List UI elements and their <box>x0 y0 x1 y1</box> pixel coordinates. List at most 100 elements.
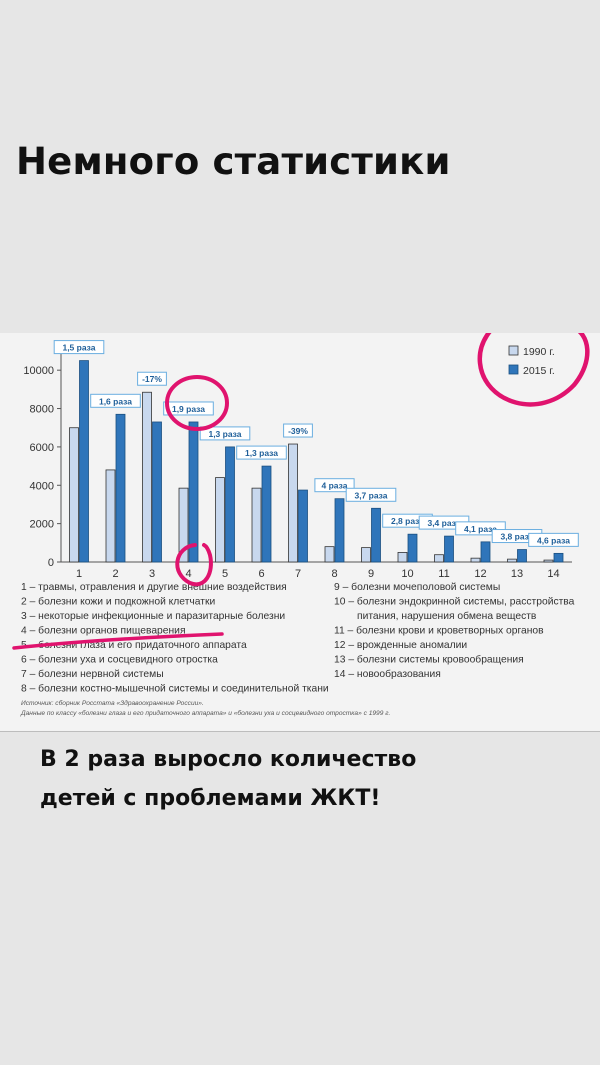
annotation-label: 1,3 раза <box>208 429 241 439</box>
bar-1990 <box>215 477 225 563</box>
x-tick-label: 6 <box>258 568 264 580</box>
bar-2015 <box>334 498 345 563</box>
category-legend-item: 12 – врожденные аномалии <box>334 640 467 651</box>
bar-chart: 0 2000 4000 6000 8000 10000 1 1,5 раза 2 1,6 раза… <box>12 333 590 717</box>
annotation-label: 4 раза <box>322 481 348 491</box>
annotation-box <box>236 445 287 460</box>
y-tick-label: 4000 <box>30 480 54 492</box>
bar-2015 <box>188 421 199 563</box>
bar-2015 <box>553 552 564 563</box>
bar-2015 <box>115 413 126 563</box>
highlight-strike-line <box>12 632 224 650</box>
annotation-label: -39% <box>288 426 308 436</box>
annotation-box <box>345 487 397 502</box>
annotation-box <box>199 426 251 441</box>
legend-label-1990: 1990 г. <box>523 346 555 358</box>
legend-label-2015: 2015 г. <box>523 365 555 377</box>
x-tick-label: 1 <box>76 568 82 580</box>
x-tick-label: 3 <box>149 568 155 580</box>
highlight-circle-tick <box>175 543 213 587</box>
bar-1990 <box>251 487 262 563</box>
bar-1990 <box>507 558 517 563</box>
x-tick-label: 13 <box>511 568 523 580</box>
bar-1990 <box>324 546 335 563</box>
category-legend-item: 1 – травмы, отравления и другие внешние … <box>21 582 287 593</box>
highlight-legend-circle <box>477 333 590 407</box>
bar-1990 <box>178 487 189 563</box>
annotation-label: 3,8 раза <box>500 532 533 542</box>
x-tick-label: 2 <box>112 568 118 580</box>
bar-2015 <box>79 360 89 563</box>
annotation-label: 4,1 раза <box>464 524 497 534</box>
annotation-label: 4,6 раза <box>537 535 570 545</box>
page-headline: Немного статистики <box>16 140 451 183</box>
bar-2015 <box>152 421 162 563</box>
x-tick-label: 10 <box>401 568 413 580</box>
annotation-box <box>314 478 355 493</box>
x-tick-label: 11 <box>438 568 449 580</box>
x-tick-label: 9 <box>368 568 374 580</box>
category-legend-item: 7 – болезни нервной системы <box>21 668 164 680</box>
annotation-label: 1,6 раза <box>99 396 132 406</box>
category-legend-item: 9 – болезни мочеполовой системы <box>334 581 500 593</box>
bar-1990 <box>543 559 554 563</box>
legend-swatch-1990 <box>508 345 519 356</box>
x-tick-label: 12 <box>474 568 486 580</box>
annotation-box <box>163 401 214 416</box>
category-legend-item: 10 – болезни эндокринной системы, расстр… <box>334 596 575 608</box>
x-tick-label: 7 <box>295 568 301 580</box>
y-tick-label: 0 <box>48 557 54 569</box>
x-tick-label: 5 <box>222 568 228 580</box>
category-legend-item: питания, нарушения обмена веществ <box>357 610 537 622</box>
bar-1990 <box>434 554 444 563</box>
x-tick-label: 14 <box>547 568 559 580</box>
legend-swatch-2015 <box>508 364 519 375</box>
x-tick-label: 8 <box>331 568 337 580</box>
x-tick-label: 4 <box>185 568 191 580</box>
annotation-label: 1,5 раза <box>62 343 95 353</box>
category-legend-item: 14 – новообразования <box>334 668 441 680</box>
bar-2015 <box>407 533 418 563</box>
category-legend-item: 4 – болезни органов пищеварения <box>21 625 186 637</box>
source-note: Источник: сборник Росстата «Здравоохране… <box>21 699 204 707</box>
bar-1990 <box>361 547 371 563</box>
category-legend-item: 11 – болезни крови и кроветворных органо… <box>334 625 544 637</box>
y-tick-label: 8000 <box>30 404 54 416</box>
bar-1990 <box>397 552 408 563</box>
annotation-box <box>90 393 141 408</box>
annotation-label: 2,8 раза <box>391 516 424 526</box>
bar-2015 <box>298 489 308 563</box>
category-legend-item: 2 – болезни кожи и подкожной клетчатки <box>21 596 215 608</box>
highlight-circle-annotation <box>165 375 229 431</box>
bar-1990 <box>105 469 116 563</box>
caption-line-1: В 2 раза выросло количество <box>40 747 417 772</box>
annotation-box <box>137 371 167 386</box>
bar-2015 <box>261 465 272 563</box>
caption: В 2 раза выросло количество детей с проб… <box>40 740 580 818</box>
category-legend-item: 3 – некоторые инфекционные и паразитарны… <box>21 610 285 622</box>
annotation-box <box>283 423 313 438</box>
annotation-label: 3,4 раза <box>427 518 460 528</box>
bar-2015 <box>225 446 235 563</box>
chart-panel: 0 2000 4000 6000 8000 10000 1 1,5 раза 2 1,6 раза… <box>0 333 600 731</box>
y-tick-label: 10000 <box>23 365 54 377</box>
bar-1990 <box>142 391 152 563</box>
category-legend-item: 13 – болезни системы кровообращения <box>334 654 524 666</box>
bar-1990 <box>470 557 481 563</box>
annotation-label: 1,3 раза <box>245 448 278 458</box>
annotation-label: -17% <box>142 374 162 384</box>
bar-2015 <box>444 535 454 563</box>
caption-line-2: детей с проблемами ЖКТ! <box>40 786 381 811</box>
bar-1990 <box>288 443 298 563</box>
category-legend-item: 8 – болезни костно-мышечной системы и со… <box>21 683 329 695</box>
source-note: Данные по классу «болезни глаза и его пр… <box>20 709 390 717</box>
bar-2015 <box>480 541 491 563</box>
bar-1990 <box>69 427 79 563</box>
annotation-label: 1,9 раза <box>172 404 205 414</box>
category-legend-item: 6 – болезни уха и сосцевидного отростка <box>21 654 218 666</box>
annotation-label: 3,7 раза <box>354 490 387 500</box>
bar-2015 <box>371 507 381 563</box>
bar-2015 <box>517 549 527 563</box>
y-tick-label: 6000 <box>30 442 54 454</box>
annotation-box <box>528 532 579 547</box>
